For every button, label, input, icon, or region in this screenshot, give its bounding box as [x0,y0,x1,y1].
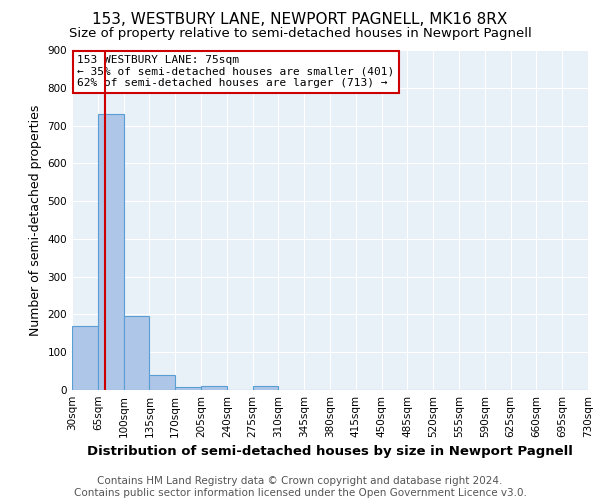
X-axis label: Distribution of semi-detached houses by size in Newport Pagnell: Distribution of semi-detached houses by … [87,446,573,458]
Text: Size of property relative to semi-detached houses in Newport Pagnell: Size of property relative to semi-detach… [68,28,532,40]
Bar [201,386,227,390]
Bar [124,316,149,390]
Bar [175,387,201,390]
Bar [253,386,278,390]
Bar [149,375,175,390]
Text: 153 WESTBURY LANE: 75sqm
← 35% of semi-detached houses are smaller (401)
62% of : 153 WESTBURY LANE: 75sqm ← 35% of semi-d… [77,55,394,88]
Bar [72,326,98,390]
Bar [98,114,124,390]
Text: Contains HM Land Registry data © Crown copyright and database right 2024.
Contai: Contains HM Land Registry data © Crown c… [74,476,526,498]
Text: 153, WESTBURY LANE, NEWPORT PAGNELL, MK16 8RX: 153, WESTBURY LANE, NEWPORT PAGNELL, MK1… [92,12,508,28]
Y-axis label: Number of semi-detached properties: Number of semi-detached properties [29,104,42,336]
